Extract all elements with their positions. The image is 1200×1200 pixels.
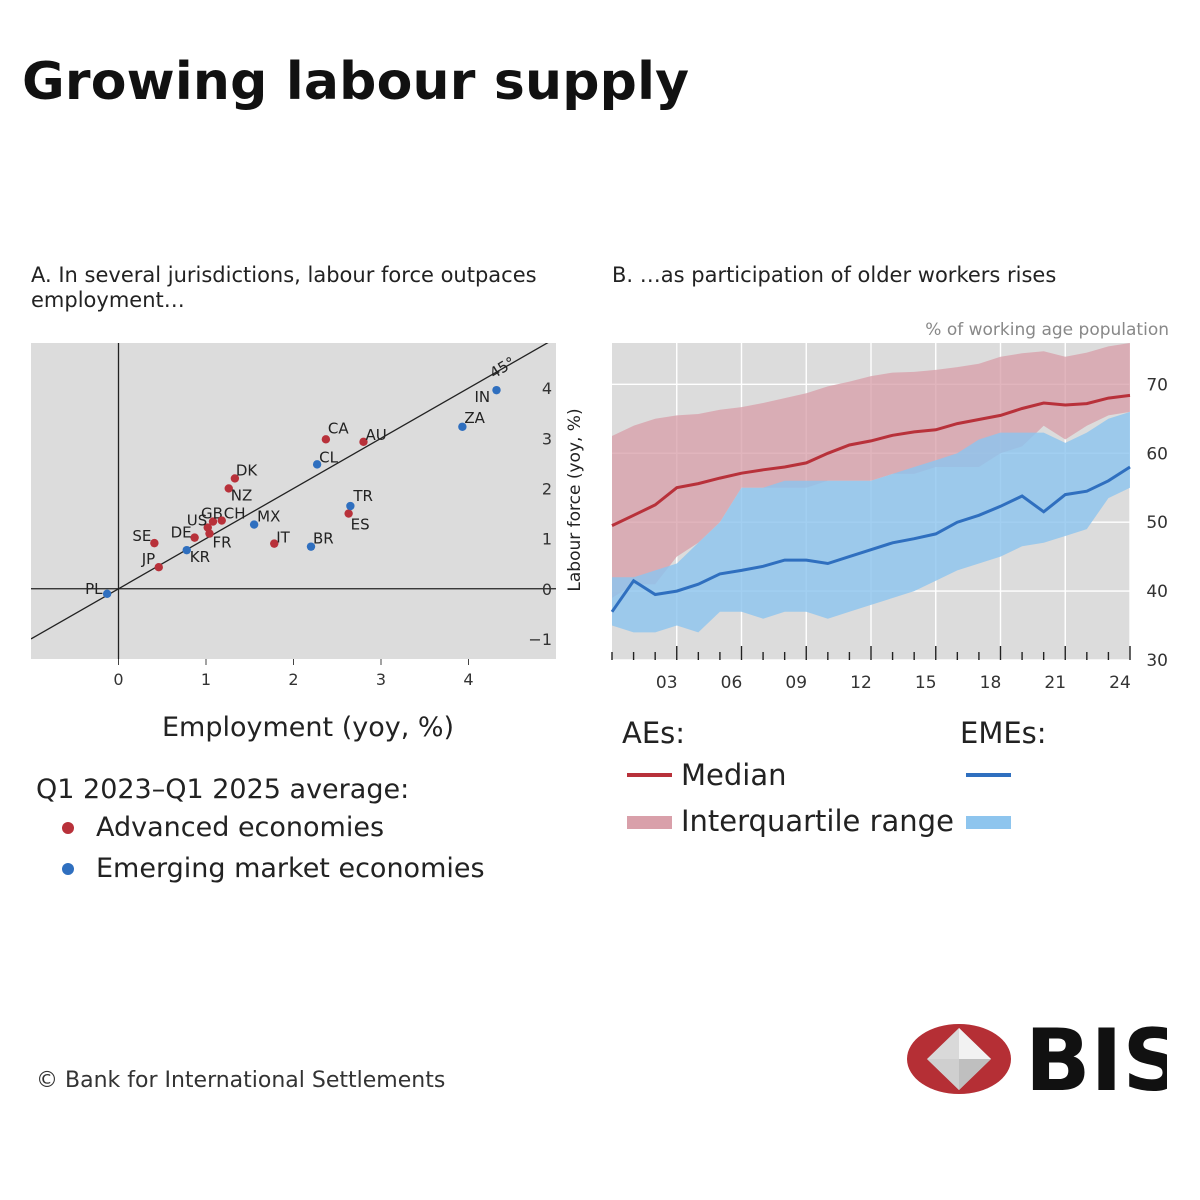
x-tick-label: 0 xyxy=(113,670,123,689)
scatter-point-kr xyxy=(182,545,191,555)
x-tick-label: 1 xyxy=(201,670,211,689)
point-label-cl: CL xyxy=(319,448,338,466)
legend-heading: Q1 2023–Q1 2025 average: xyxy=(36,774,410,805)
point-label-pl: PL xyxy=(85,580,103,598)
point-label-se: SE xyxy=(132,527,151,545)
y-tick-label: 4 xyxy=(542,379,552,398)
y-tick-label: −1 xyxy=(528,630,552,649)
point-label-kr: KR xyxy=(190,548,210,566)
scatter-point-fr xyxy=(205,529,214,538)
y-tick-label: 1 xyxy=(542,530,552,549)
legend-label-emerging: Emerging market economies xyxy=(96,853,485,884)
eme-median-line xyxy=(610,465,1131,613)
panel-a-title: A. In several jurisdictions, labour forc… xyxy=(31,263,537,312)
point-label-za: ZA xyxy=(464,409,485,427)
point-label-jp: JP xyxy=(141,550,155,568)
scatter-point-tr xyxy=(346,501,355,511)
scatter-point-se xyxy=(150,538,159,548)
scatter-point-de xyxy=(190,533,199,542)
legend-emes-heading: EMEs: xyxy=(960,716,1047,750)
page-title: Growing labour supply xyxy=(22,52,690,112)
scatter-point-ch xyxy=(217,516,226,525)
legend-dot-emerging xyxy=(62,862,74,875)
y-tick-label: 40 xyxy=(1146,582,1168,602)
reference-45-line xyxy=(31,343,549,640)
scatter-point-in xyxy=(492,385,501,395)
x-tick-label: 06 xyxy=(721,673,743,693)
x-tick-label: 12 xyxy=(850,673,872,693)
scatter-point-it xyxy=(270,539,279,548)
panel-b-title: B. …as participation of older workers ri… xyxy=(612,263,1057,287)
legend-iqr-label: Interquartile range xyxy=(681,804,954,838)
point-label-it: IT xyxy=(276,529,290,547)
scatter-point-mx xyxy=(249,520,259,529)
y-tick-label: 30 xyxy=(1146,651,1168,671)
x-tick-label: 21 xyxy=(1044,673,1066,693)
y-tick-label: 0 xyxy=(542,580,552,599)
scatter-point-jp xyxy=(154,563,163,572)
scatter-point-dk xyxy=(230,474,240,483)
legend-item-emerging: Emerging market economies xyxy=(62,853,485,884)
legend-eme-median-swatch xyxy=(966,773,1011,777)
copyright-text: © Bank for International Settlements xyxy=(36,1068,446,1093)
scatter-point-br xyxy=(306,542,316,551)
point-label-mx: MX xyxy=(257,508,280,526)
point-label-es: ES xyxy=(351,516,370,534)
legend-ae-iqr-swatch xyxy=(627,816,672,829)
ae-median-line xyxy=(611,393,1131,527)
panel-b-unit-label: % of working age population xyxy=(925,320,1169,340)
scatter-point-au xyxy=(359,437,368,447)
legend-aes-heading: AEs: xyxy=(622,716,686,750)
legend-median-label: Median xyxy=(681,758,787,792)
x-tick-label: 2 xyxy=(288,670,298,689)
scatter-point-ca xyxy=(321,435,331,444)
eme-iqr-band xyxy=(612,411,1130,633)
bis-logo: BIS xyxy=(907,1020,1167,1098)
bis-logo-text: BIS xyxy=(1025,1020,1167,1098)
x-tick-label: 09 xyxy=(785,673,807,693)
point-label-ca: CA xyxy=(328,419,349,437)
scatter-point-es xyxy=(344,509,353,518)
x-axis-title: Employment (yoy, %) xyxy=(162,712,455,743)
y-tick-label: 60 xyxy=(1146,444,1168,464)
x-tick-label: 4 xyxy=(463,670,473,689)
x-tick-label: 3 xyxy=(376,670,386,689)
scatter-point-pl xyxy=(102,589,112,598)
line-chart: 30 40 50 60 70 03 06 09 12 15 18 21 24 xyxy=(610,343,1168,693)
y-axis-title: Labour force (yoy, %) xyxy=(565,408,585,591)
point-label-in: IN xyxy=(475,388,491,406)
point-label-tr: TR xyxy=(352,487,373,505)
point-label-gb: GB xyxy=(201,505,223,523)
point-label-fr: FR xyxy=(213,534,232,552)
scatter-point-cl xyxy=(312,460,322,469)
x-tick-label: 18 xyxy=(980,673,1002,693)
scatter-point-nz xyxy=(224,484,233,493)
ae-iqr-band xyxy=(612,343,1130,598)
legend-ae-median-swatch xyxy=(627,773,672,777)
y-tick-label: 3 xyxy=(542,429,552,448)
x-tick-label: 15 xyxy=(915,673,937,693)
y-tick-label: 50 xyxy=(1146,513,1168,533)
y-tick-label: 70 xyxy=(1146,375,1168,395)
legend-eme-iqr-swatch xyxy=(966,816,1011,829)
x-tick-label: 03 xyxy=(656,673,678,693)
point-label-nz: NZ xyxy=(231,486,253,504)
scatter-point-gb xyxy=(208,517,218,526)
legend-item-advanced: Advanced economies xyxy=(62,812,384,843)
point-label-us: US xyxy=(187,512,208,530)
scatter-point-za xyxy=(458,422,467,431)
x-tick-label: 24 xyxy=(1109,673,1131,693)
point-label-ch: CH xyxy=(224,505,246,523)
bis-emblem-icon xyxy=(907,1024,1011,1094)
point-label-au: AU xyxy=(366,426,387,444)
point-label-dk: DK xyxy=(236,461,259,479)
point-label-de: DE xyxy=(171,524,192,542)
legend-dot-advanced xyxy=(62,821,74,834)
reference-line-group xyxy=(31,343,549,640)
y-tick-label: 2 xyxy=(542,479,552,498)
point-label-br: BR xyxy=(313,530,334,548)
legend-label-advanced: Advanced economies xyxy=(96,812,385,843)
